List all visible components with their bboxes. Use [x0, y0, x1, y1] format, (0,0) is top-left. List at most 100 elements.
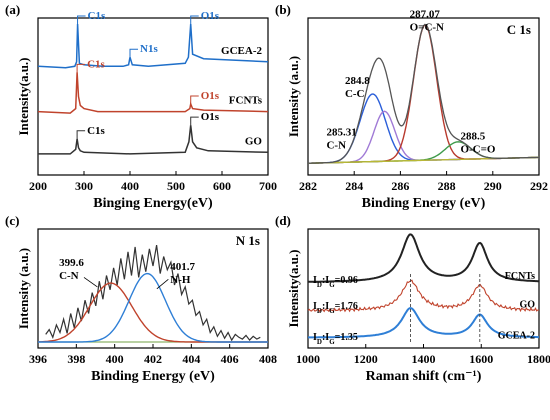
- annotation-value: 284.8: [345, 75, 370, 87]
- peak-label: O1s: [201, 111, 220, 123]
- panel-label: (c): [5, 213, 19, 228]
- series-line-GO: [38, 125, 269, 155]
- x-tick-label: 200: [29, 179, 47, 193]
- ratio-label: ID:IG=1.35: [313, 332, 358, 346]
- ratio-label: ID:IG=0.96: [313, 275, 358, 289]
- ratio-label-part: G: [329, 281, 335, 289]
- x-tick-label: 1200: [354, 352, 378, 366]
- panel-2: 396 398 400 402 404 406 408 Binding Energy (eV)…: [5, 213, 277, 384]
- series-line-FCNTs: [37, 72, 269, 114]
- peak-label: C1s: [87, 58, 105, 70]
- x-tick-label: 1800: [527, 352, 550, 366]
- y-axis-label: Intensity(a.u.): [286, 249, 301, 327]
- annotation-bond: C-N: [59, 270, 79, 282]
- x-tick-label: 300: [75, 179, 93, 193]
- annotation-value: 288.5: [460, 131, 485, 143]
- plot-frame: [307, 17, 540, 176]
- ratio-label-part: :I: [322, 332, 329, 343]
- ratio-label-part: I: [313, 332, 317, 343]
- x-tick-label: 284: [345, 179, 363, 193]
- ratio-label-part: I: [313, 275, 317, 286]
- annotation-value: 285.31: [326, 126, 356, 138]
- annotation-bond: O=C-N: [410, 22, 444, 34]
- y-axis-label: Intensity (a.u.): [16, 248, 31, 329]
- x-tick-label: 408: [259, 352, 277, 366]
- annotation-bond: C-N: [326, 139, 346, 151]
- series-line-FCNTs: [308, 233, 539, 283]
- series-label: GO: [245, 135, 263, 147]
- series-label: GCEA-2: [221, 45, 262, 57]
- y-axis-label: Intensity(a.u.): [16, 57, 31, 135]
- peak-label: C1s: [87, 125, 105, 137]
- peak-marker: [76, 63, 86, 73]
- annotation-value: 401.7: [170, 261, 195, 273]
- panel-1: 282 284 286 288 290 292 Binding Energy (eV) Int…: [275, 2, 548, 211]
- peak-marker: [77, 15, 86, 24]
- ratio-label-part: =0.96: [335, 275, 358, 286]
- panel-title: N 1s: [236, 233, 260, 248]
- series-label: FCNTs: [229, 95, 263, 107]
- component-peak: [38, 272, 268, 343]
- ratio-label-part: D: [317, 307, 322, 315]
- x-tick-label: 286: [391, 179, 409, 193]
- x-tick-label: 406: [221, 352, 239, 366]
- y-axis-label: Intensity (a.u.): [286, 56, 301, 137]
- peak-marker: [129, 48, 138, 58]
- ratio-label-part: I: [313, 301, 317, 312]
- ratio-label-part: D: [317, 338, 322, 346]
- x-axis-label: Binging Energy(eV): [93, 196, 213, 211]
- x-tick-label: 500: [167, 179, 185, 193]
- series-label: FCNTs: [505, 271, 535, 282]
- x-tick-label: 290: [484, 179, 502, 193]
- ratio-label-part: D: [317, 281, 322, 289]
- x-axis-label: Binding Energy (eV): [362, 196, 486, 211]
- component-peak: [38, 282, 268, 343]
- x-axis-label: Binding Energy (eV): [91, 369, 215, 384]
- x-tick-label: 288: [438, 179, 456, 193]
- ratio-label-part: G: [329, 307, 335, 315]
- x-tick-label: 400: [106, 352, 124, 366]
- x-tick-label: 700: [259, 179, 277, 193]
- x-axis-label: Raman shift (cm⁻¹): [366, 369, 482, 384]
- raw-spectrum: [45, 244, 261, 342]
- panel-0: 200 300 400 500 600 700 Binging Energy(eV) Inte…: [5, 2, 277, 211]
- x-tick-label: 292: [530, 179, 548, 193]
- panel-label: (b): [275, 2, 291, 17]
- series-label: GCEA-2: [498, 330, 535, 341]
- annotation-value: 399.6: [59, 257, 84, 269]
- plot-frame: [37, 17, 269, 176]
- series-line-GO: [307, 279, 540, 313]
- envelope-line: [308, 23, 539, 164]
- x-tick-label: 282: [299, 179, 317, 193]
- series-label: GO: [519, 299, 535, 310]
- x-tick-label: 398: [67, 352, 85, 366]
- x-tick-label: 404: [182, 352, 200, 366]
- annotation-bond: O-C=O: [460, 144, 495, 156]
- x-tick-label: 1400: [412, 352, 436, 366]
- ratio-label-part: :I: [322, 301, 329, 312]
- ratio-label-part: :I: [322, 275, 329, 286]
- annotation-leader: [156, 278, 169, 290]
- peak-marker: [190, 116, 199, 126]
- x-tick-label: 600: [213, 179, 231, 193]
- series-line-GCEA-2: [308, 307, 539, 339]
- panel-title: C 1s: [507, 22, 531, 37]
- peak-marker: [76, 130, 86, 139]
- peak-label: O1s: [201, 10, 220, 22]
- x-tick-label: 1000: [296, 352, 320, 366]
- panel-label: (a): [5, 2, 20, 17]
- ratio-label-part: =1.76: [335, 301, 358, 312]
- annotation-bond: C-C: [345, 88, 365, 100]
- x-tick-label: 1600: [469, 352, 493, 366]
- panel-label: (d): [275, 213, 291, 228]
- ratio-label-part: G: [329, 338, 335, 346]
- peak-label: N1s: [140, 43, 158, 55]
- annotation-value: 287.07: [410, 9, 441, 21]
- peak-marker: [190, 95, 199, 105]
- panel-3: 1000 1200 1400 1600 1800 Raman shift (cm⁻¹) In…: [275, 213, 550, 384]
- ratio-label-part: =1.35: [335, 332, 358, 343]
- x-tick-label: 396: [29, 352, 47, 366]
- annotation-leader: [83, 277, 98, 288]
- x-tick-label: 400: [121, 179, 139, 193]
